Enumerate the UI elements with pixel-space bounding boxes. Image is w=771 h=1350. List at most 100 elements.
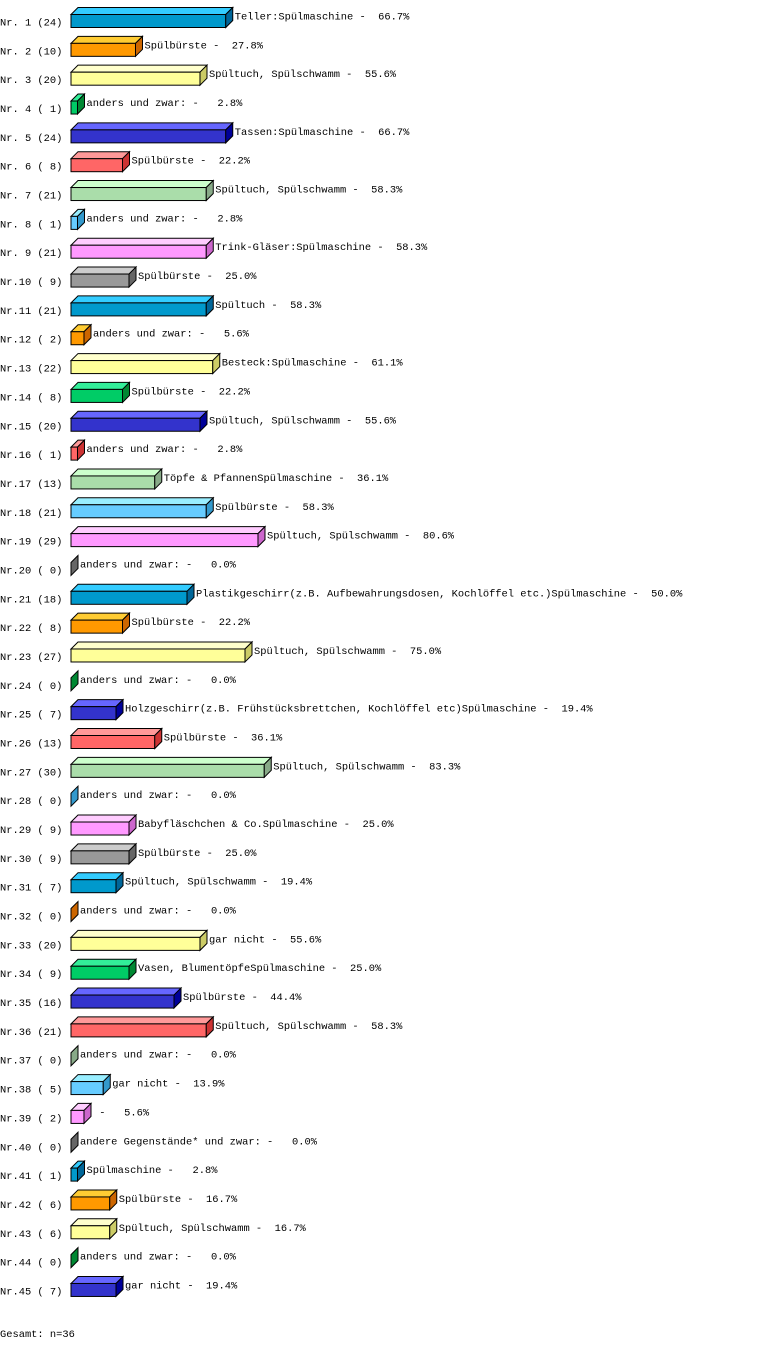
bar-top xyxy=(69,266,138,275)
bar-top xyxy=(69,35,144,44)
row-label: Nr. 3 (20) xyxy=(0,75,62,87)
bar xyxy=(70,648,246,663)
row-label: Nr.35 (16) xyxy=(0,998,62,1010)
bar xyxy=(70,215,78,230)
bar-side xyxy=(122,611,131,635)
bar-value-label: Spültuch, Spülschwamm - 19.4% xyxy=(125,877,313,889)
bar-side xyxy=(199,410,208,433)
bar-side xyxy=(205,294,214,318)
row-label: Nr.27 (30) xyxy=(0,767,62,779)
row-label: Nr.43 ( 6) xyxy=(0,1229,62,1241)
bar-side xyxy=(76,208,85,231)
bar-top xyxy=(69,699,125,708)
bar-side xyxy=(205,496,214,519)
bar-value-label: Spülbürste - 25.0% xyxy=(138,271,257,283)
bar xyxy=(70,158,124,173)
bar xyxy=(70,1282,117,1297)
bar xyxy=(70,388,124,403)
row-label: Nr.12 ( 2) xyxy=(0,335,62,347)
bar-side xyxy=(76,438,85,462)
bar xyxy=(70,590,188,605)
bar-side xyxy=(70,669,79,693)
bar xyxy=(70,14,227,28)
row-label: Nr. 9 (21) xyxy=(0,248,62,260)
bar-value-label: anders und zwar: - 0.0% xyxy=(80,1050,237,1062)
bar-top xyxy=(69,958,138,967)
bar-side xyxy=(225,6,234,29)
bar-top xyxy=(69,526,267,535)
row-label: Nr.32 ( 0) xyxy=(0,912,62,924)
row-label: Nr.37 ( 0) xyxy=(0,1056,62,1068)
bar xyxy=(70,619,124,634)
bar-value-label: Vasen, BlumentöpfeSpülmaschine - 25.0% xyxy=(138,963,382,975)
row-label: Nr.36 (21) xyxy=(0,1027,62,1039)
bar-value-label: gar nicht - 19.4% xyxy=(125,1280,238,1292)
row-label: Nr.23 (27) xyxy=(0,652,62,664)
bar xyxy=(70,360,214,375)
bar-top xyxy=(69,497,215,506)
bar-value-label: anders und zwar: - 0.0% xyxy=(80,559,237,571)
bar-value-label: Spülbürste - 36.1% xyxy=(164,733,283,745)
bar-value-label: gar nicht - 13.9% xyxy=(112,1079,225,1091)
bar-value-label: anders und zwar: - 2.8% xyxy=(86,213,243,225)
bar xyxy=(70,1167,78,1182)
bar-side xyxy=(115,698,124,721)
bar-value-label: anders und zwar: - 0.0% xyxy=(80,675,237,687)
row-label: Nr.33 (20) xyxy=(0,940,62,952)
bar-value-label: Spültuch, Spülschwamm - 58.3% xyxy=(215,1021,403,1033)
bar-value-label: anders und zwar: - 5.6% xyxy=(93,329,250,341)
bar-side xyxy=(199,63,208,87)
bar-side xyxy=(70,1131,79,1154)
bar xyxy=(70,735,156,749)
bar xyxy=(70,1225,111,1240)
bar-side xyxy=(128,842,137,866)
row-label: Nr.19 (29) xyxy=(0,537,62,549)
bar-top xyxy=(69,64,209,73)
row-label: Nr. 6 ( 8) xyxy=(0,162,62,174)
bar-value-label: Spülbürste - 25.0% xyxy=(138,848,257,860)
bar xyxy=(70,879,117,894)
bar xyxy=(70,706,117,721)
row-label: Nr.42 ( 6) xyxy=(0,1200,62,1212)
row-label: Nr. 2 (10) xyxy=(0,46,62,58)
row-label: Nr. 7 (21) xyxy=(0,191,62,203)
row-label: Nr.34 ( 9) xyxy=(0,969,62,981)
bar-value-label: Spülbürste - 22.2% xyxy=(132,386,251,398)
row-label: Nr.17 (13) xyxy=(0,479,62,491)
bar-value-label: anders und zwar: - 0.0% xyxy=(80,1252,237,1264)
bar-side xyxy=(128,265,137,289)
row-label: Nr. 8 ( 1) xyxy=(0,219,62,231)
bar-value-label: Teller:Spülmaschine - 66.7% xyxy=(235,12,410,24)
bar-value-label: Spültuch, Spülschwamm - 80.6% xyxy=(267,531,455,543)
bar-value-label: Spülbürste - 27.8% xyxy=(144,40,263,52)
bar xyxy=(70,100,78,115)
bar-top xyxy=(69,728,163,736)
bar xyxy=(70,936,201,951)
bar-value-label: Plastikgeschirr(z.B. Aufbewahrungsdosen,… xyxy=(196,588,683,600)
bar-value-label: anders und zwar: - 2.8% xyxy=(86,98,243,110)
bar-top xyxy=(69,1189,118,1198)
row-label: Nr.38 ( 5) xyxy=(0,1085,62,1097)
bar-value-label: Töpfe & PfannenSpülmaschine - 36.1% xyxy=(164,473,389,485)
bar-side xyxy=(70,1246,79,1269)
bar xyxy=(70,965,130,980)
bar xyxy=(70,244,207,259)
row-label: Nr.26 (13) xyxy=(0,739,62,751)
bar-value-label: Spülbürste - 22.2% xyxy=(132,617,251,629)
bar xyxy=(70,1081,104,1096)
row-label: Nr.41 ( 1) xyxy=(0,1171,62,1183)
bar-value-label: anders und zwar: - 0.0% xyxy=(80,906,237,918)
row-label: Nr.10 ( 9) xyxy=(0,277,62,289)
bar-value-label: Spültuch, Spülschwamm - 55.6% xyxy=(209,415,397,427)
bar-value-label: Spültuch, Spülschwamm - 16.7% xyxy=(119,1223,307,1235)
row-label: Nr.24 ( 0) xyxy=(0,681,62,693)
bar-side xyxy=(70,1044,79,1067)
row-label: Nr.40 ( 0) xyxy=(0,1142,62,1154)
bar-side xyxy=(173,986,182,1010)
bar-top xyxy=(69,583,196,592)
bar-value-label: anders und zwar: - 0.0% xyxy=(80,790,237,802)
row-label: Nr.30 ( 9) xyxy=(0,854,62,866)
bar-side xyxy=(257,525,266,548)
row-label: Nr. 1 (24) xyxy=(0,18,62,30)
